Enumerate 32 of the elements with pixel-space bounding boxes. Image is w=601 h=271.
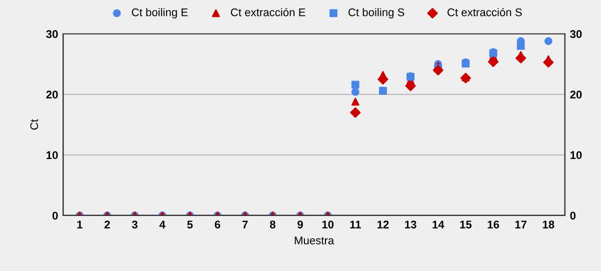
x-tick-label: 16 — [488, 220, 500, 228]
x-tick-label: 13 — [405, 220, 416, 228]
y-tick-label: 10 — [46, 151, 58, 160]
y2-tick-label: 10 — [570, 151, 582, 160]
x-tick-label: 10 — [322, 220, 334, 228]
y2-tick-label: 20 — [570, 90, 582, 99]
legend-label: Ct boiling S — [348, 8, 404, 18]
y-tick-label: 0 — [52, 212, 58, 220]
x-tick-label: 12 — [377, 220, 389, 228]
x-axis-title: Muestra — [294, 236, 334, 244]
x-tick-label: 3 — [132, 220, 138, 228]
x-tick-label: 9 — [298, 220, 303, 228]
y-tick-label: 20 — [46, 90, 58, 99]
x-tick-label: 14 — [432, 220, 444, 228]
y2-tick-label: 30 — [570, 30, 582, 38]
y2-tick-label: 0 — [570, 212, 576, 220]
legend-label: Ct extracción S — [448, 8, 522, 16]
x-tick-label: 17 — [515, 220, 527, 228]
x-tick-label: 6 — [214, 220, 220, 228]
x-tick-label: 5 — [187, 220, 193, 228]
x-tick-label: 15 — [460, 220, 472, 228]
legend-label: Ct extracción E — [230, 8, 306, 16]
x-tick-label: 4 — [159, 220, 166, 228]
x-tick-label: 7 — [242, 220, 248, 228]
y-tick-label: 30 — [46, 30, 58, 38]
x-tick-label: 8 — [270, 220, 276, 228]
x-tick-label: 2 — [104, 220, 110, 228]
y-axis-title: Ct — [30, 119, 38, 130]
x-tick-label: 11 — [350, 220, 361, 228]
x-tick-label: 18 — [542, 220, 554, 228]
legend-label: Ct boiling E — [132, 8, 188, 18]
x-tick-label: 1 — [77, 220, 82, 228]
